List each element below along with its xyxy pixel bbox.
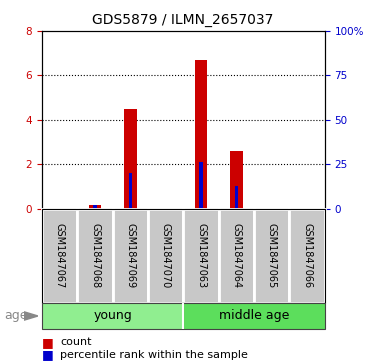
Text: GSM1847068: GSM1847068 [90,223,100,289]
Bar [148,209,183,303]
Text: GSM1847064: GSM1847064 [231,223,242,289]
Text: ■: ■ [42,336,54,349]
Text: ■: ■ [42,348,54,362]
Text: GSM1847063: GSM1847063 [196,223,206,289]
Bar [89,205,101,209]
Text: GSM1847069: GSM1847069 [125,223,135,289]
Bar [128,173,132,209]
Bar [235,187,238,209]
Text: young: young [93,309,132,322]
Bar [42,303,183,329]
Text: GSM1847070: GSM1847070 [161,223,171,289]
Bar [230,151,243,209]
Text: GSM1847067: GSM1847067 [55,223,65,289]
Bar [289,209,325,303]
Text: GSM1847066: GSM1847066 [302,223,312,289]
Bar [183,303,325,329]
Text: percentile rank within the sample: percentile rank within the sample [60,350,248,360]
Text: GDS5879 / ILMN_2657037: GDS5879 / ILMN_2657037 [92,13,273,27]
Bar [124,109,137,209]
Text: count: count [60,337,92,347]
Text: GSM1847065: GSM1847065 [267,223,277,289]
Bar [93,205,97,209]
Bar [195,60,207,209]
Bar [113,209,148,303]
Text: middle age: middle age [219,309,289,322]
Bar [77,209,113,303]
Bar [42,209,77,303]
Text: age: age [5,309,28,322]
Bar [254,209,289,303]
Bar [199,162,203,209]
Bar [219,209,254,303]
Polygon shape [24,312,38,320]
Bar [183,209,219,303]
